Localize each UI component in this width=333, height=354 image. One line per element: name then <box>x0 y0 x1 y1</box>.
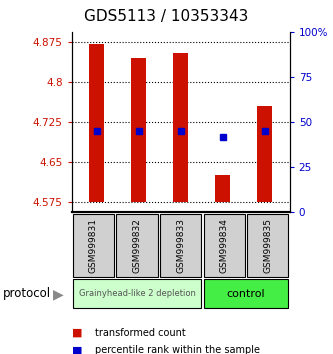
Text: GSM999834: GSM999834 <box>220 218 229 273</box>
Text: GSM999831: GSM999831 <box>89 218 98 273</box>
Text: control: control <box>227 289 265 299</box>
Text: Grainyhead-like 2 depletion: Grainyhead-like 2 depletion <box>79 289 195 298</box>
Text: transformed count: transformed count <box>95 328 186 338</box>
Bar <box>204 279 288 308</box>
Bar <box>247 214 288 276</box>
Bar <box>173 53 188 202</box>
Text: GSM999832: GSM999832 <box>133 218 142 273</box>
Bar <box>117 214 158 276</box>
Text: protocol: protocol <box>3 287 52 300</box>
Bar <box>204 214 245 276</box>
Text: ▶: ▶ <box>53 287 64 301</box>
Text: ■: ■ <box>72 328 82 338</box>
Bar <box>90 44 104 202</box>
Bar <box>73 214 114 276</box>
Text: ■: ■ <box>72 346 82 354</box>
Text: GSM999835: GSM999835 <box>263 218 272 273</box>
Bar <box>131 58 146 202</box>
Text: percentile rank within the sample: percentile rank within the sample <box>95 346 260 354</box>
Bar <box>215 175 230 202</box>
Bar <box>257 106 272 202</box>
Bar <box>160 214 201 276</box>
Bar <box>73 279 201 308</box>
Text: GSM999833: GSM999833 <box>176 218 185 273</box>
Text: GDS5113 / 10353343: GDS5113 / 10353343 <box>84 9 249 24</box>
